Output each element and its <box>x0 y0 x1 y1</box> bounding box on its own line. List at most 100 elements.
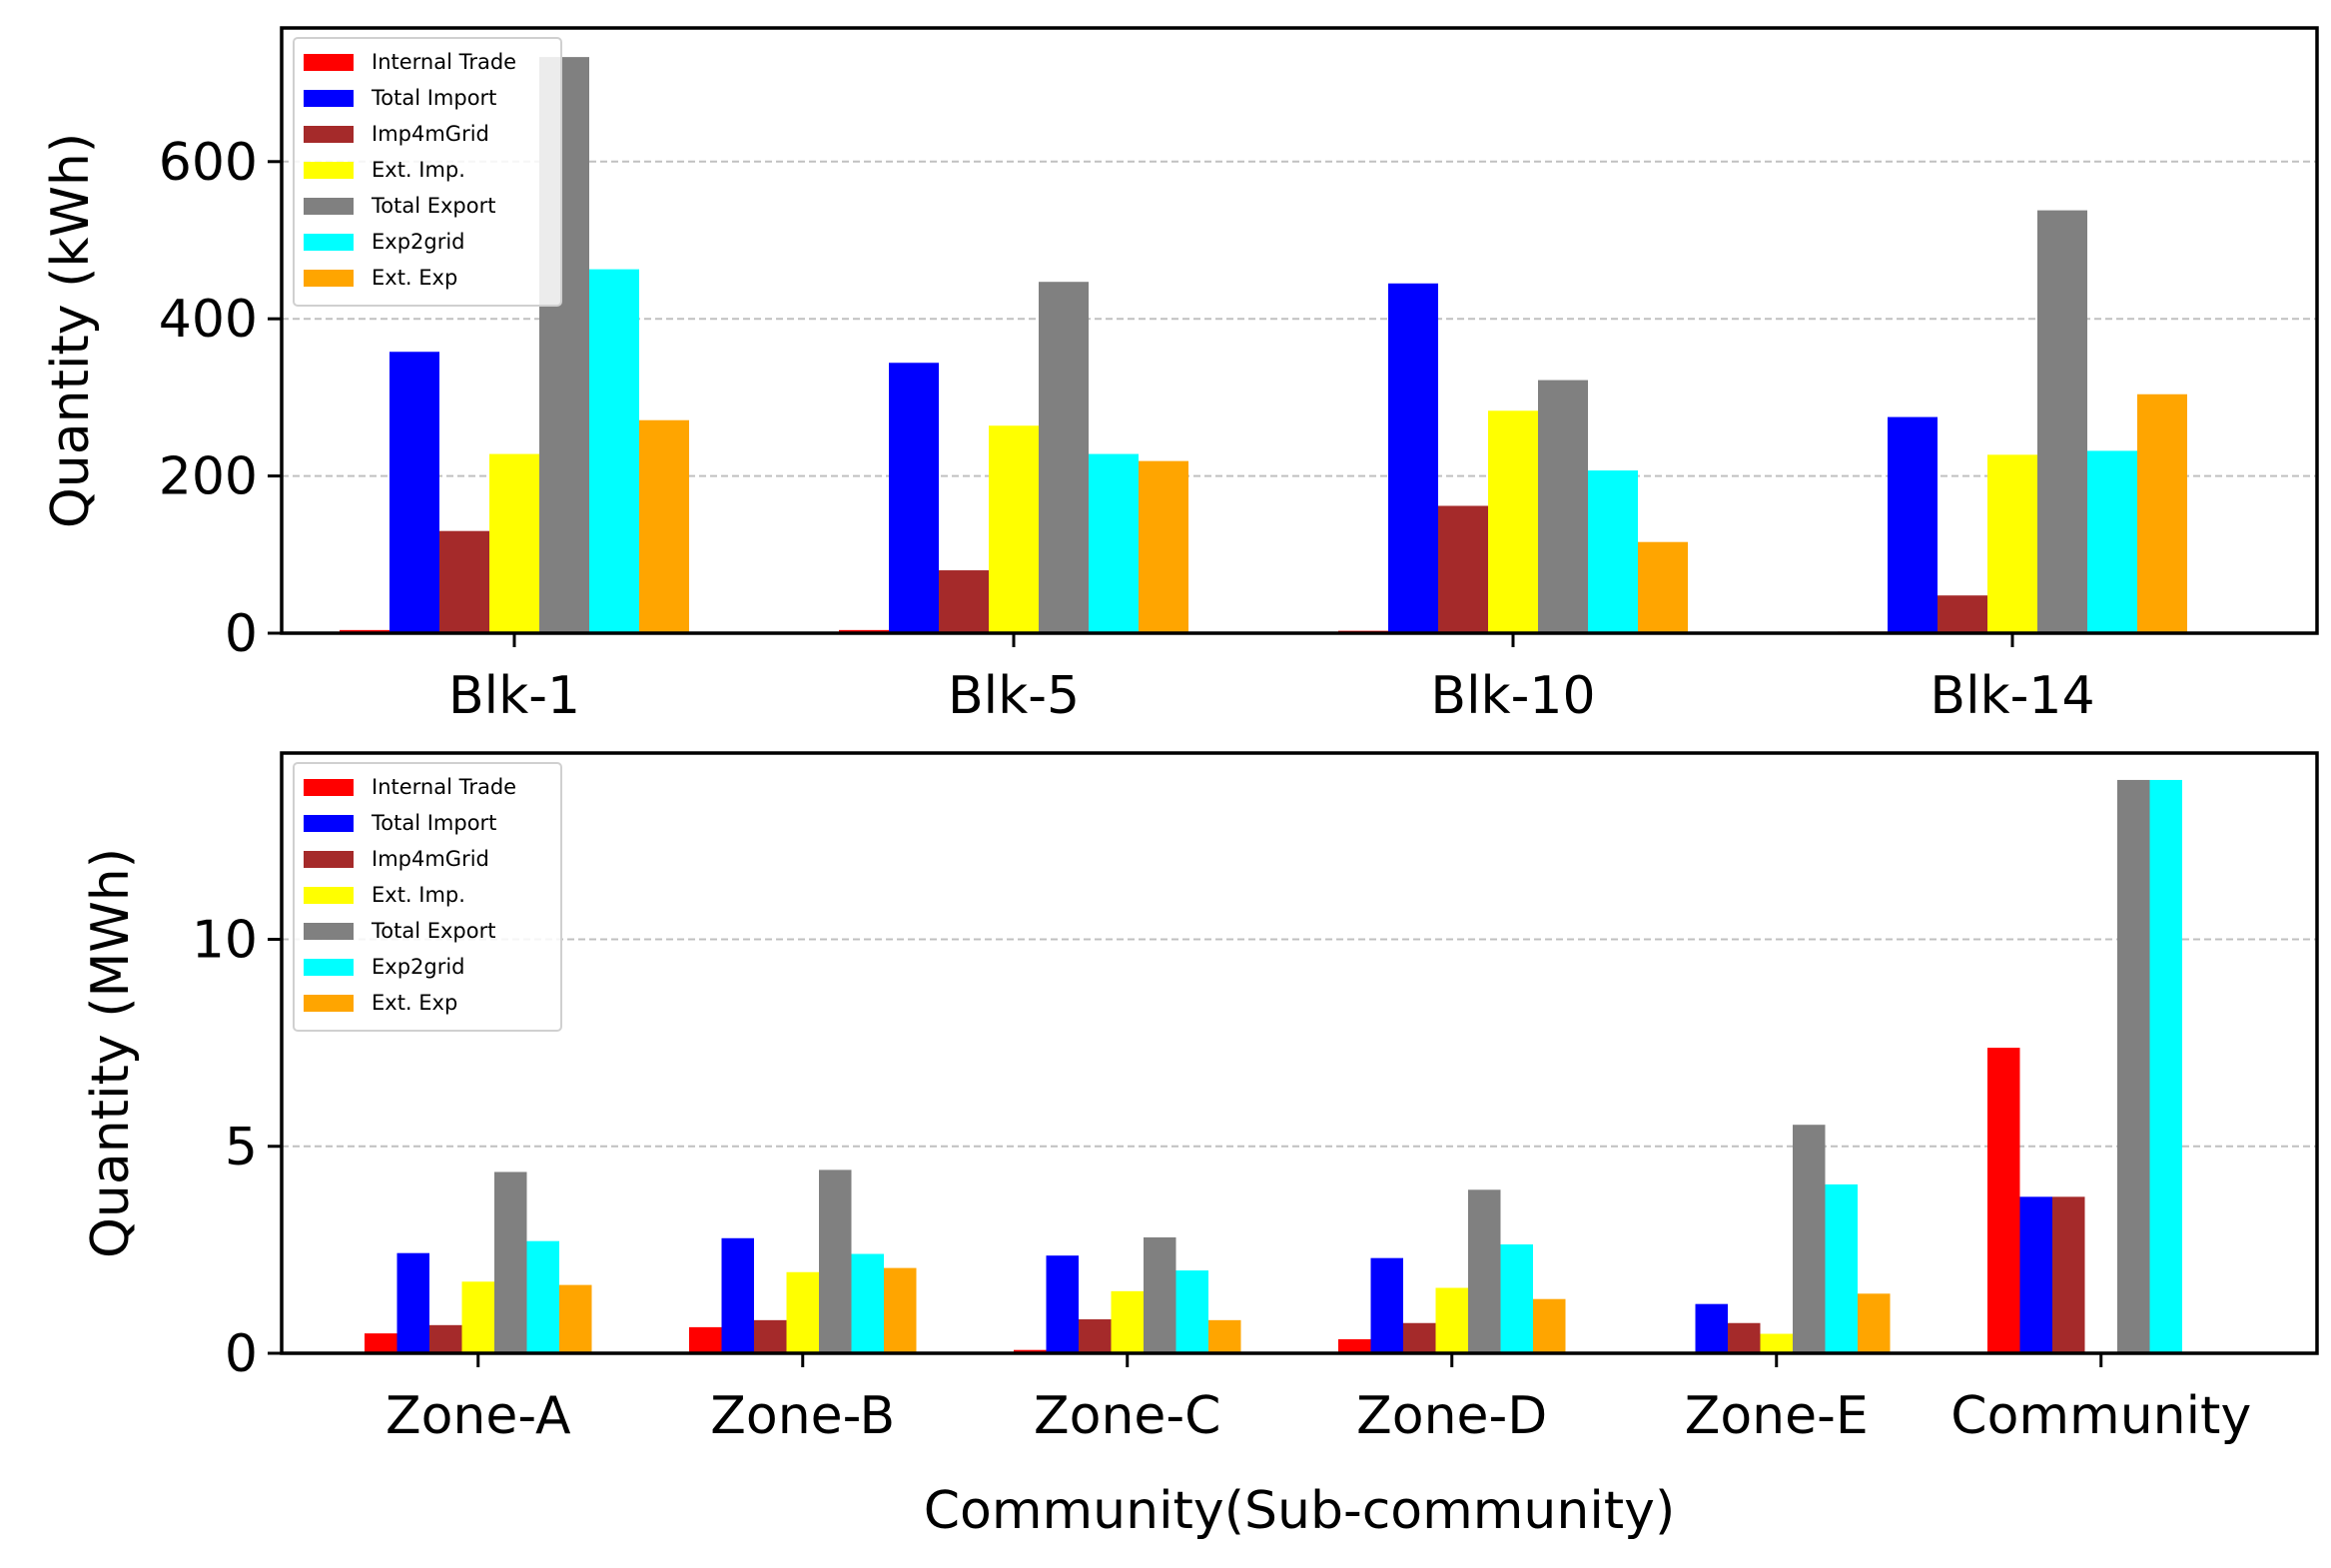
legend-label: Total Import <box>371 811 496 835</box>
y-axis-label: Quantity (MWh) <box>81 848 141 1258</box>
bar-zone-c-imp4mgrid <box>1079 1319 1112 1353</box>
bar-blk-10-total-export <box>1538 380 1588 633</box>
legend-swatch <box>304 90 354 107</box>
legend: Internal Trade Total Import Imp4mGrid Ext. … <box>293 37 562 307</box>
y-tick-label: 10 <box>192 911 258 971</box>
bar-zone-d-ext-imp <box>1435 1287 1468 1353</box>
bar-community-exp2grid <box>2149 779 2182 1353</box>
legend-label: Exp2grid <box>372 230 465 254</box>
y-tick-label: 200 <box>159 447 258 507</box>
bar-blk-1-ext-exp <box>639 419 689 633</box>
bar-zone-b-imp4mgrid <box>754 1319 787 1353</box>
bar-zone-a-imp4mgrid <box>429 1324 462 1353</box>
bar-zone-e-ext-exp <box>1858 1293 1891 1353</box>
bar-blk-14-ext-exp <box>2137 393 2187 633</box>
bar-zone-e-imp4mgrid <box>1728 1322 1761 1353</box>
bar-blk-1-ext-imp <box>489 453 539 633</box>
bar-zone-b-total-export <box>819 1170 852 1353</box>
x-tick-label: Blk-14 <box>1930 666 2094 726</box>
legend-swatch <box>304 995 354 1012</box>
legend-box <box>293 762 562 1032</box>
bar-blk-1-exp2grid <box>589 269 639 633</box>
legend-label: Internal Trade <box>372 775 516 799</box>
chart-2: Zone-A Zone-B Zone-C Zone-D Zone-E Community 0… <box>81 751 2319 1541</box>
y-tick-label: 5 <box>225 1118 258 1177</box>
legend-label: Ext. Exp <box>372 991 457 1015</box>
bar-blk-14-exp2grid <box>2087 450 2137 633</box>
bar-zone-a-total-import <box>396 1252 429 1353</box>
y-tick-label: 0 <box>225 604 258 664</box>
bar-community-imp4mgrid <box>2052 1196 2085 1353</box>
legend-label: Total Import <box>371 86 496 110</box>
x-tick-label: Blk-1 <box>448 666 580 726</box>
bar-zone-d-imp4mgrid <box>1403 1322 1436 1353</box>
legend-swatch <box>304 851 354 868</box>
bar-blk-1-total-import <box>389 352 439 633</box>
bar-blk-10-imp4mgrid <box>1438 505 1488 633</box>
bar-zone-a-total-export <box>494 1172 527 1353</box>
bar-community-internal-trade <box>1987 1048 2020 1353</box>
bar-zone-b-ext-exp <box>884 1267 917 1353</box>
x-axis-label: Community(Sub-community) <box>924 1481 1676 1541</box>
bar-zone-e-ext-imp <box>1760 1333 1793 1353</box>
y-axis-label: Quantity (kWh) <box>41 133 101 528</box>
bar-zone-c-total-export <box>1144 1236 1176 1353</box>
legend-swatch <box>304 815 354 832</box>
bar-zone-a-ext-exp <box>559 1284 592 1353</box>
bar-zone-d-ext-exp <box>1533 1298 1566 1353</box>
bar-zone-c-exp2grid <box>1175 1270 1208 1353</box>
x-tick-label: Blk-10 <box>1430 666 1595 726</box>
x-tick-label: Community <box>1950 1386 2251 1446</box>
bar-zone-e-total-import <box>1695 1303 1728 1353</box>
legend-box <box>293 37 562 307</box>
bar-zone-d-total-import <box>1370 1257 1403 1353</box>
legend-label: Exp2grid <box>372 955 465 979</box>
legend-swatch <box>304 126 354 143</box>
chart-1: Blk-1 Blk-5 Blk-10 Blk-14 0 200 400 600 Quantity… <box>41 26 2319 726</box>
legend-label: Total Export <box>371 194 495 218</box>
x-tick-label: Zone-E <box>1685 1386 1869 1446</box>
x-tick-label: Blk-5 <box>948 666 1080 726</box>
bar-zone-a-internal-trade <box>365 1333 397 1353</box>
x-tick-label: Zone-C <box>1034 1386 1220 1446</box>
bar-blk-5-ext-exp <box>1139 460 1188 633</box>
legend-label: Ext. Imp. <box>372 158 465 182</box>
bar-zone-c-ext-imp <box>1111 1290 1144 1353</box>
bar-blk-5-exp2grid <box>1089 453 1139 633</box>
bar-blk-5-ext-imp <box>989 425 1039 633</box>
legend-label: Total Export <box>371 919 495 943</box>
bar-zone-d-internal-trade <box>1338 1338 1371 1353</box>
bar-blk-14-total-import <box>1888 416 1938 633</box>
bar-zone-e-exp2grid <box>1825 1183 1858 1353</box>
bar-blk-1-imp4mgrid <box>439 530 489 633</box>
bar-zone-a-ext-imp <box>461 1281 494 1353</box>
legend-swatch <box>304 162 354 179</box>
bar-blk-10-ext-exp <box>1638 541 1688 633</box>
bar-zone-c-ext-exp <box>1208 1319 1241 1353</box>
bar-blk-5-total-export <box>1039 282 1089 633</box>
x-tick-label: Zone-B <box>710 1386 895 1446</box>
bar-community-total-export <box>2117 779 2150 1353</box>
bar-zone-d-total-export <box>1468 1189 1501 1353</box>
legend-swatch <box>304 270 354 287</box>
y-tick-label: 600 <box>159 133 258 193</box>
bar-blk-14-ext-imp <box>1987 454 2037 633</box>
legend-swatch <box>304 54 354 71</box>
bar-blk-5-total-import <box>889 363 939 633</box>
bar-community-total-import <box>2019 1196 2052 1353</box>
bar-blk-14-imp4mgrid <box>1938 595 1987 633</box>
bar-zone-b-total-import <box>721 1237 754 1353</box>
y-tick-label: 400 <box>159 290 258 350</box>
legend-swatch <box>304 198 354 215</box>
bar-zone-b-exp2grid <box>851 1253 884 1353</box>
bar-zone-b-ext-imp <box>786 1271 819 1353</box>
legend-label: Ext. Exp <box>372 266 457 290</box>
plot-frame <box>280 26 2319 635</box>
x-tick-label: Zone-D <box>1356 1386 1547 1446</box>
bar-blk-5-imp4mgrid <box>939 570 989 633</box>
legend-label: Imp4mGrid <box>372 122 489 146</box>
bar-blk-10-total-import <box>1388 283 1438 633</box>
bar-zone-d-exp2grid <box>1500 1243 1533 1353</box>
legend-swatch <box>304 959 354 976</box>
x-tick-label: Zone-A <box>386 1386 571 1446</box>
